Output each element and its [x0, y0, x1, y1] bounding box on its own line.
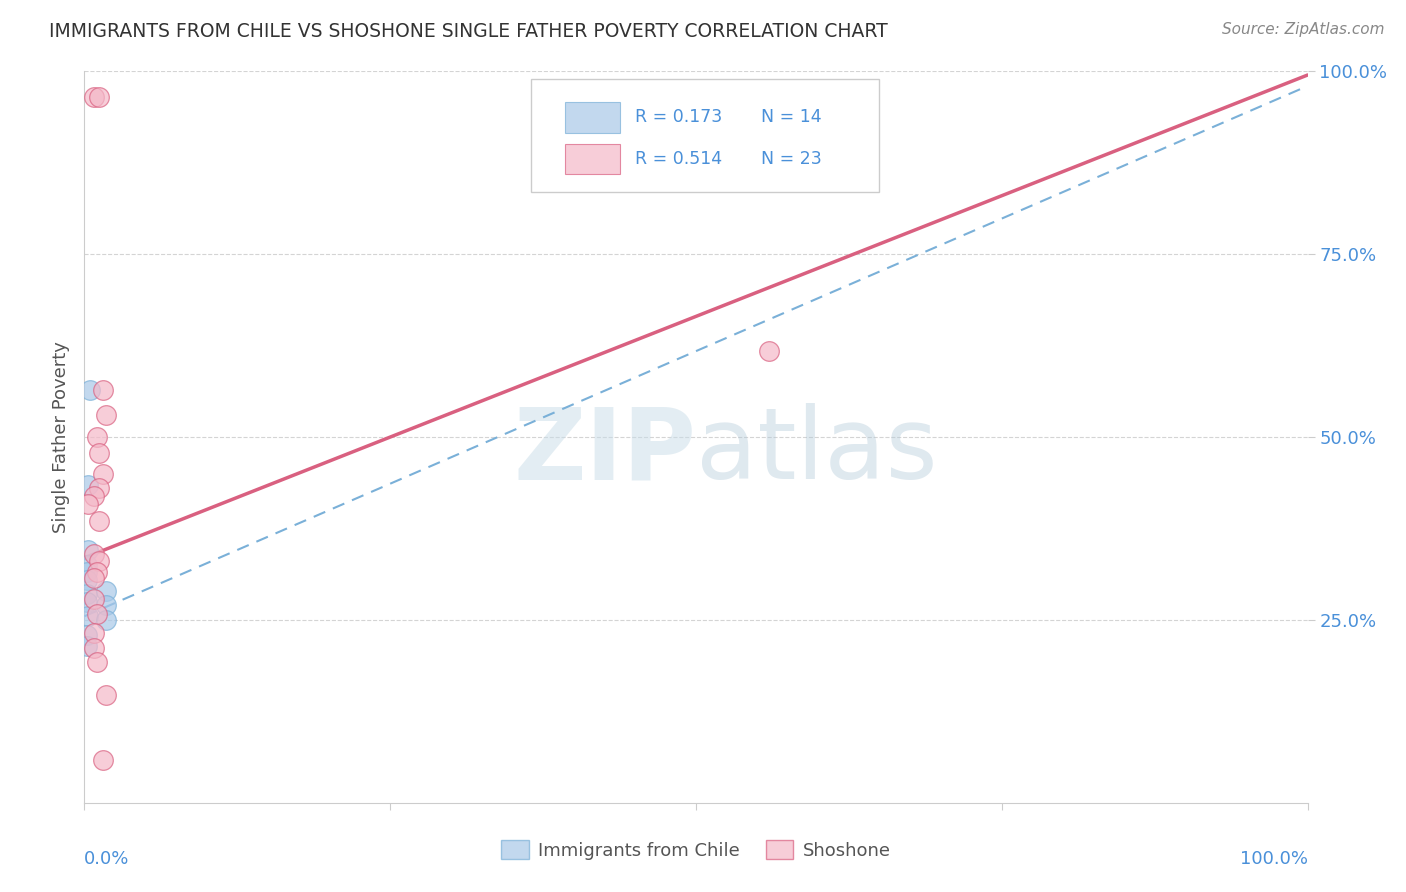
Text: R = 0.173: R = 0.173 [636, 109, 723, 127]
Text: 100.0%: 100.0% [1240, 850, 1308, 868]
Point [76, 627, 98, 641]
Point [76, 558, 98, 573]
Legend: Immigrants from Chile, Shoshone: Immigrants from Chile, Shoshone [495, 833, 897, 867]
Point [83, 592, 105, 607]
Point [96, 613, 118, 627]
Text: 0.0%: 0.0% [84, 850, 129, 868]
Text: Source: ZipAtlas.com: Source: ZipAtlas.com [1222, 22, 1385, 37]
Point [758, 343, 780, 358]
Text: IMMIGRANTS FROM CHILE VS SHOSHONE SINGLE FATHER POVERTY CORRELATION CHART: IMMIGRANTS FROM CHILE VS SHOSHONE SINGLE… [49, 22, 889, 41]
Point [76, 594, 98, 608]
Bar [565, 144, 620, 175]
Point [91, 383, 114, 397]
Text: R = 0.514: R = 0.514 [636, 150, 721, 168]
Point [87, 481, 110, 495]
Point [86, 566, 108, 580]
Text: N = 23: N = 23 [761, 150, 821, 168]
Point [77, 543, 100, 558]
Point [76, 573, 98, 587]
FancyBboxPatch shape [531, 78, 880, 192]
Text: atlas: atlas [696, 403, 938, 500]
Point [77, 477, 100, 491]
Point [83, 489, 105, 503]
Point [83, 547, 105, 561]
Point [79, 383, 101, 397]
Point [76, 639, 98, 653]
Text: ZIP: ZIP [513, 403, 696, 500]
Point [96, 583, 118, 598]
Point [83, 90, 105, 104]
Point [87, 446, 110, 460]
Point [83, 626, 105, 640]
Point [87, 514, 110, 528]
Y-axis label: Single Father Poverty: Single Father Poverty [52, 341, 70, 533]
Point [87, 554, 110, 568]
Point [76, 587, 98, 601]
Bar [565, 102, 620, 133]
Point [77, 497, 100, 511]
Point [77, 609, 100, 624]
Point [86, 656, 108, 670]
Point [83, 570, 105, 584]
Point [86, 430, 108, 444]
Text: N = 14: N = 14 [761, 109, 821, 127]
Point [76, 566, 98, 580]
Point [91, 753, 114, 767]
Point [86, 607, 108, 621]
Point [87, 90, 110, 104]
Point [96, 688, 118, 702]
Point [96, 599, 118, 613]
Point [91, 467, 114, 481]
Point [83, 640, 105, 655]
Point [96, 408, 118, 422]
